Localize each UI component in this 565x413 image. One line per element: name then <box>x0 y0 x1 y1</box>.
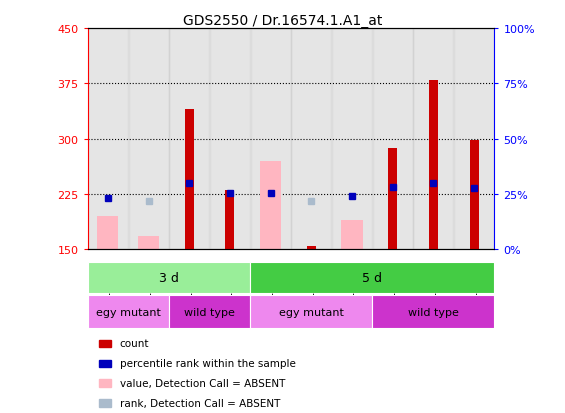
Bar <box>373 29 412 250</box>
Bar <box>260 161 281 250</box>
Bar <box>170 29 209 250</box>
Bar <box>454 29 494 250</box>
Text: 3 d: 3 d <box>159 271 179 284</box>
Text: percentile rank within the sample: percentile rank within the sample <box>120 358 295 368</box>
Bar <box>129 29 168 250</box>
Text: wild type: wild type <box>184 307 235 317</box>
Bar <box>185 110 194 250</box>
Text: count: count <box>120 339 149 349</box>
Bar <box>307 246 316 250</box>
Text: value, Detection Call = ABSENT: value, Detection Call = ABSENT <box>120 378 285 388</box>
Bar <box>372 295 494 328</box>
Bar <box>332 29 372 250</box>
Bar <box>210 29 250 250</box>
Bar <box>250 295 372 328</box>
Bar <box>341 221 363 250</box>
Text: 5 d: 5 d <box>362 271 383 284</box>
Text: egy mutant: egy mutant <box>96 307 160 317</box>
Text: rank, Detection Call = ABSENT: rank, Detection Call = ABSENT <box>120 398 280 408</box>
Text: wild type: wild type <box>408 307 459 317</box>
Bar <box>88 262 250 293</box>
Bar <box>292 29 331 250</box>
Bar <box>97 217 119 250</box>
Text: egy mutant: egy mutant <box>279 307 344 317</box>
Bar <box>225 191 234 250</box>
Bar <box>414 29 453 250</box>
Bar <box>250 262 494 293</box>
Bar <box>388 148 397 250</box>
Bar <box>251 29 290 250</box>
Bar <box>88 295 169 328</box>
Text: GDS2550 / Dr.16574.1.A1_at: GDS2550 / Dr.16574.1.A1_at <box>183 14 382 28</box>
Bar <box>138 237 159 250</box>
Bar <box>169 295 250 328</box>
Bar <box>470 141 479 250</box>
Bar <box>88 29 128 250</box>
Bar <box>429 81 438 250</box>
